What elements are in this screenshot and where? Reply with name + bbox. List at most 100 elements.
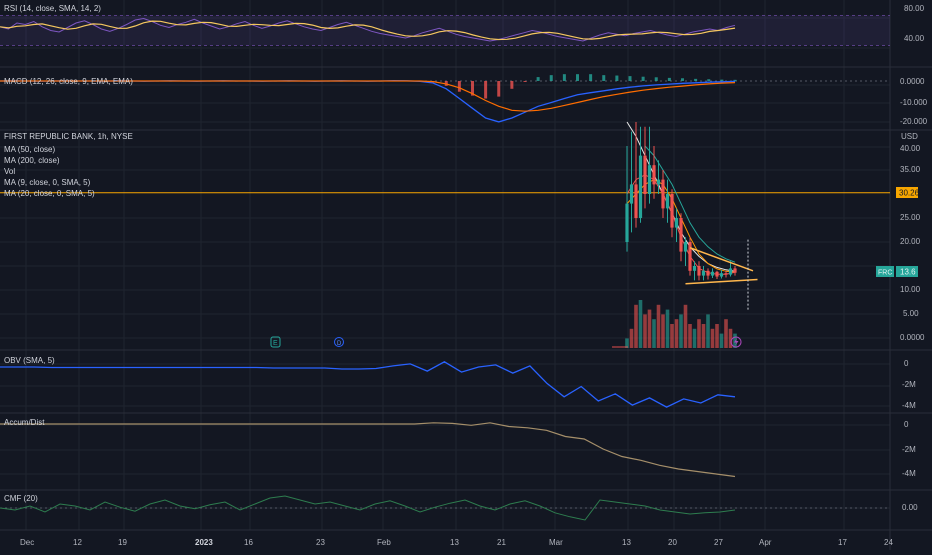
- volume-bar: [701, 324, 706, 348]
- candle-body: [701, 270, 706, 276]
- triangle-upper-trendline[interactable]: [689, 247, 754, 272]
- time-label-13-feb: 13: [450, 538, 459, 547]
- volume-bar: [612, 346, 614, 348]
- accum-dist-line: [0, 422, 736, 478]
- lightning-glyph-icon: [734, 338, 739, 346]
- macd-tick-0: 0.0000: [900, 77, 925, 86]
- macd-hist-bar: [562, 74, 566, 81]
- volume-bar: [670, 324, 674, 348]
- accum-dist-pane[interactable]: Accum/Dist 0 -2M -4M: [0, 418, 916, 478]
- split-event[interactable]: [730, 336, 742, 348]
- macd-hist-bar: [523, 81, 527, 82]
- candle-body: [652, 165, 656, 185]
- candle-body: [674, 218, 679, 228]
- macd-hist-bar: [457, 81, 461, 92]
- volume-bar: [638, 300, 643, 348]
- macd-pane[interactable]: MACD (12, 26, close, 9, EMA, EMA) 0.0000…: [0, 74, 928, 126]
- macd-hist-bar: [615, 75, 619, 81]
- volume-bar: [617, 346, 619, 348]
- volume-bar: [627, 346, 628, 348]
- rsi-pane[interactable]: RSI (14, close, SMA, 14, 2) 80.00 40.00: [0, 4, 925, 46]
- time-label-12: 12: [73, 538, 82, 547]
- legend-ma200[interactable]: MA (200, close): [4, 156, 60, 165]
- last-price-tag: [896, 266, 918, 277]
- dividend-event[interactable]: D: [334, 337, 344, 348]
- cmf-label[interactable]: CMF (20): [4, 494, 38, 503]
- macd-hist-bar: [549, 75, 553, 81]
- obv-pane[interactable]: OBV (SMA, 5) 0 -2M -4M: [0, 356, 916, 410]
- rsi-label[interactable]: RSI (14, close, SMA, 14, 2): [4, 4, 101, 13]
- earnings-marker-letter: E: [273, 340, 278, 347]
- obv-label[interactable]: OBV (SMA, 5): [4, 356, 55, 365]
- volume-bar: [688, 324, 692, 348]
- volume-bar: [643, 314, 647, 348]
- macd-tick-10: -10.000: [900, 98, 928, 107]
- volume-bar: [661, 314, 665, 348]
- time-label-19: 19: [118, 538, 127, 547]
- legend-ma50[interactable]: MA (50, close): [4, 145, 55, 154]
- legend-ma20[interactable]: MA (20, close, 0, SMA, 5): [4, 189, 95, 198]
- rsi-tick-80: 80.00: [904, 4, 925, 13]
- volume-bar: [616, 346, 617, 348]
- volume-bar: [624, 346, 626, 348]
- volume-bar: [715, 324, 719, 348]
- macd-hist-bar: [707, 79, 711, 81]
- candle-body: [679, 218, 683, 252]
- volume-bar: [665, 309, 670, 348]
- volume-bar: [612, 346, 613, 348]
- volume-bar: [625, 338, 629, 348]
- volume-bar: [683, 304, 688, 348]
- price-pane[interactable]: FIRST REPUBLIC BANK, 1h, NYSE MA (50, cl…: [0, 121, 925, 348]
- price-tick-25: 25.00: [900, 213, 921, 222]
- earnings-marker-icon: [270, 336, 281, 348]
- obv-tick-0: 0: [904, 359, 909, 368]
- candle-body: [710, 271, 715, 276]
- price-tick-20: 20.00: [900, 237, 921, 246]
- time-axis[interactable]: Dec 12 19 2023 16 23 Feb 13 21 Mar 13 20…: [20, 538, 893, 547]
- dividend-marker-icon: [334, 337, 344, 347]
- last-price-label: 13.6: [900, 268, 916, 277]
- macd-hist-bar: [733, 79, 737, 81]
- symbol-tag-text: FRC: [878, 270, 892, 277]
- volume-bar: [622, 346, 624, 348]
- symbol-title[interactable]: FIRST REPUBLIC BANK, 1h, NYSE: [4, 132, 133, 141]
- volume-bar: [626, 346, 628, 348]
- macd-label[interactable]: MACD (12, 26, close, 9, EMA, EMA): [4, 77, 133, 86]
- macd-hist-bar: [641, 76, 645, 81]
- candle-body: [733, 268, 737, 273]
- legend-vol[interactable]: Vol: [4, 167, 15, 176]
- macd-hist-bar: [720, 79, 724, 81]
- macd-tick-20: -20.000: [900, 117, 928, 126]
- candle-body: [643, 155, 647, 194]
- volume-bar: [614, 346, 616, 348]
- volume-bar: [728, 328, 733, 348]
- cmf-pane[interactable]: CMF (20) 0.00: [0, 494, 918, 521]
- legend-ma9[interactable]: MA (9, close, 0, SMA, 5): [4, 178, 91, 187]
- earnings-event[interactable]: E: [270, 336, 281, 348]
- candle-body: [692, 266, 697, 271]
- candle-body: [629, 184, 634, 204]
- obv-line: [0, 361, 736, 408]
- volume-bar: [625, 346, 627, 348]
- macd-hist-bar: [484, 81, 488, 99]
- cmf-line: [0, 495, 736, 521]
- macd-hist-bar: [681, 78, 684, 81]
- accum-label[interactable]: Accum/Dist: [4, 418, 45, 427]
- accum-tick-0: 0: [904, 420, 909, 429]
- rsi-line: [0, 17, 736, 42]
- time-label-feb: Feb: [377, 538, 391, 547]
- accum-tick-4m: -4M: [902, 469, 916, 478]
- macd-hist-bar: [667, 77, 671, 81]
- candle-body: [719, 273, 724, 277]
- volume-bar: [634, 304, 638, 348]
- candle-body: [683, 242, 688, 252]
- rsi-tick-40: 40.00: [904, 34, 925, 43]
- macd-hist-bar: [510, 81, 514, 89]
- volume-bar: [733, 333, 737, 348]
- candle-body: [706, 270, 710, 276]
- macd-hist-bar: [536, 77, 540, 81]
- triangle-lower-trendline[interactable]: [685, 278, 758, 285]
